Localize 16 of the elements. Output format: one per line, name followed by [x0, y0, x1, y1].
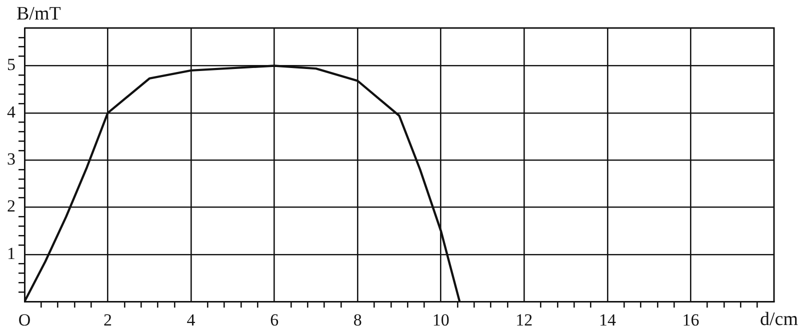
x-tick-label: 12 [516, 310, 533, 330]
y-axis-title: B/mT [16, 3, 62, 24]
x-tick-label: 4 [186, 310, 196, 330]
y-tick-label: 5 [7, 55, 16, 74]
x-tick-label: O [18, 310, 31, 330]
y-tick-label: 3 [7, 150, 16, 169]
x-tick-label: 16 [682, 310, 700, 330]
x-tick-label: 14 [598, 310, 616, 330]
y-tick-label: 4 [7, 102, 16, 122]
y-tick-label: 1 [7, 244, 16, 263]
x-tick-label: 8 [353, 310, 362, 330]
x-tick-label: 2 [104, 310, 112, 330]
x-tick-label: 6 [270, 310, 279, 330]
x-axis-title: d/cm [760, 309, 798, 330]
y-tick-label: 2 [7, 196, 16, 216]
x-tick-label: 10 [432, 310, 450, 330]
